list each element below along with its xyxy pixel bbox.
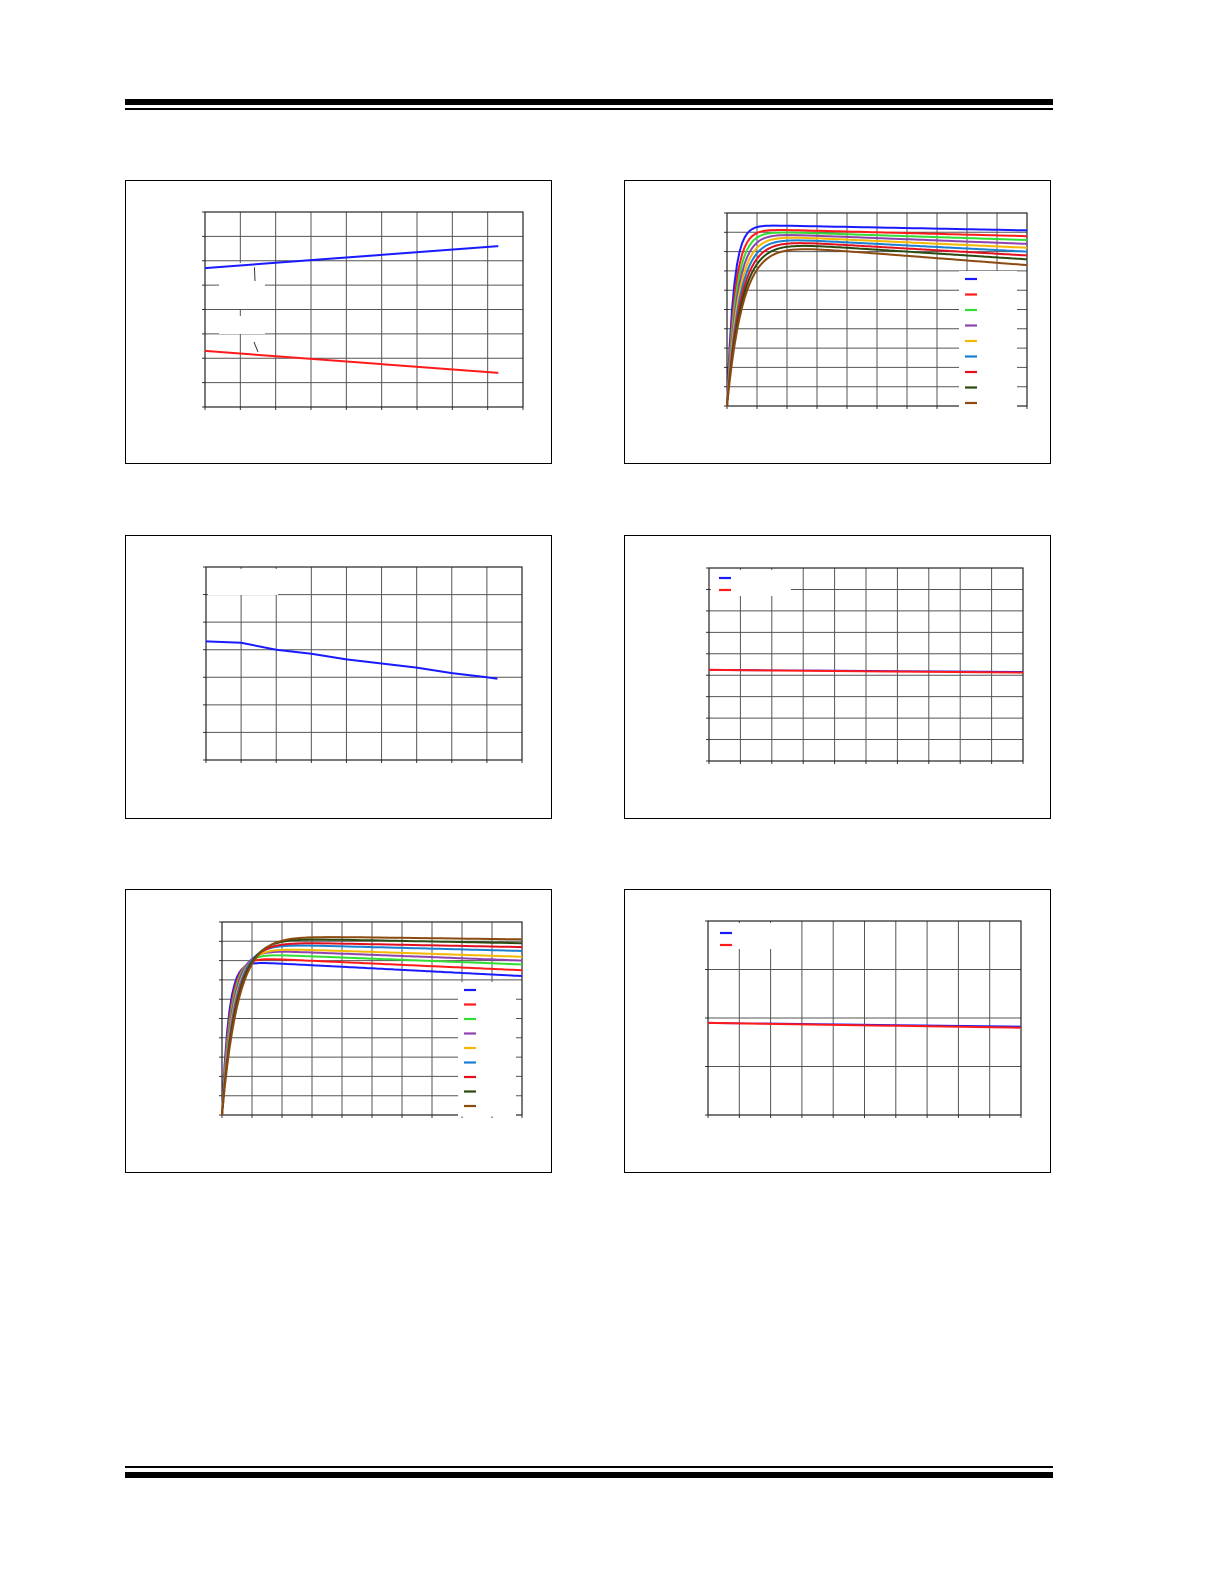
annotation-arrow: [253, 267, 256, 282]
series-line-red: [707, 1021, 1022, 1029]
header-rule-thick: [125, 99, 1053, 105]
series-line-purple: [726, 234, 1028, 407]
chart-middle-left: [203, 566, 523, 763]
label-mask: [219, 263, 265, 309]
figure-panel-top-left: [125, 180, 552, 464]
series-line-cyan: [726, 239, 1028, 407]
series-line-green: [726, 231, 1028, 407]
series-line-darkgreen: [726, 244, 1028, 407]
series-line-red: [708, 668, 1024, 674]
series-line-crimson: [221, 942, 523, 1116]
series-line-yellow: [726, 236, 1028, 407]
plot-frame: [707, 920, 1022, 1116]
series-line-blue: [204, 245, 499, 270]
plot-frame: [204, 211, 524, 408]
figure-panel-top-right: [624, 180, 1051, 464]
series-line-purple: [221, 950, 523, 1116]
chart-top-left: [202, 211, 524, 410]
series-line-green: [221, 954, 523, 1116]
figure-panel-middle-left: [125, 535, 552, 819]
legend-box: [959, 271, 1017, 415]
plot-frame: [205, 566, 523, 761]
chart-top-right: [724, 212, 1028, 415]
figure-panel-bottom-left: [125, 889, 552, 1173]
figure-panel-bottom-right: [624, 889, 1051, 1173]
series-line-brown: [726, 248, 1028, 407]
header-rule-thin: [125, 108, 1053, 110]
series-line-blue: [205, 640, 498, 680]
label-mask: [208, 569, 278, 595]
series-line-blue: [221, 962, 523, 1116]
chart-grid: [705, 920, 1022, 1118]
label-mask: [219, 316, 265, 334]
plot-frame: [708, 567, 1024, 762]
chart-grid: [706, 567, 1024, 764]
series-line-blue: [726, 224, 1028, 407]
series-line-red: [726, 229, 1028, 407]
chart-grid: [203, 566, 523, 763]
series-line-red: [204, 349, 499, 374]
plot-frame: [726, 212, 1028, 407]
chart-bottom-right: [705, 920, 1022, 1118]
chart-grid: [202, 211, 524, 410]
footer-rule-thick: [125, 1466, 1053, 1468]
plot-frame: [221, 921, 523, 1116]
annotation-arrow: [253, 341, 259, 353]
chart-bottom-left: [219, 921, 523, 1118]
chart-middle-right: [706, 567, 1024, 764]
series-line-crimson: [726, 242, 1028, 407]
legend-box: [711, 570, 791, 596]
figure-panel-middle-right: [624, 535, 1051, 819]
series-line-brown: [221, 936, 523, 1116]
series-line-red: [221, 958, 523, 1116]
series-line-yellow: [221, 948, 522, 1116]
legend-box: [458, 982, 516, 1117]
footer-rule-thin: [125, 1472, 1053, 1478]
